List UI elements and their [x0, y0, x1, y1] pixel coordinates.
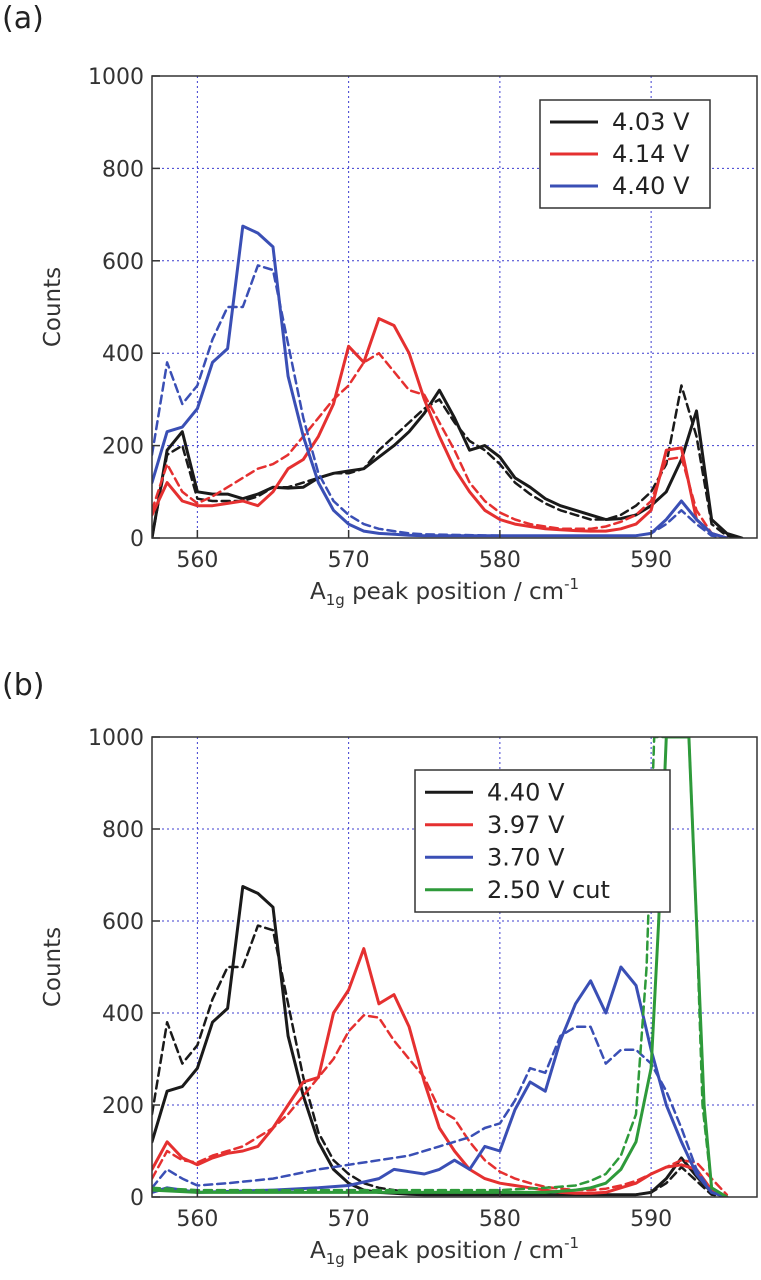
panel-a-label: (a) [2, 1, 44, 36]
legend: 4.03 V 4.14 V 4.40 V [539, 99, 711, 209]
legend-entry: 2.50 V cut [487, 876, 610, 904]
y-tick-label: 1000 [88, 726, 144, 751]
y-tick-label: 0 [130, 1186, 144, 1211]
y-tick-label: 1000 [88, 65, 144, 90]
x-tick-label: 560 [176, 548, 218, 573]
series-line-4-40-v-solid [152, 885, 729, 1197]
plot-frame [151, 75, 758, 539]
legend-entry: 3.70 V [487, 843, 565, 871]
legend-entry: 4.14 V [612, 140, 690, 168]
series-line-3-97-v-dashed [152, 1014, 729, 1196]
series-line-3-97-v-solid [152, 947, 729, 1197]
y-tick-label: 200 [102, 435, 144, 460]
series-line-4-40-v-dashed [152, 264, 729, 538]
y-tick-label: 600 [102, 250, 144, 275]
legend-entry: 4.03 V [612, 108, 690, 136]
y-axis-label: Counts [40, 927, 66, 1007]
y-tick-label: 400 [102, 342, 144, 367]
series-line-4-03-v-dashed [152, 384, 744, 538]
x-tick-label: 580 [479, 1207, 521, 1232]
x-tick-label: 560 [176, 1207, 218, 1232]
y-axis-label: Counts [40, 267, 66, 347]
series-line-4-40-v-dashed [152, 924, 729, 1197]
x-axis-label: A1g peak position / cm-1 [310, 575, 579, 609]
panel-a-chart: (a) 560 570 580 590 0 200 400 600 800 1000 A1g pea… [2, 1, 758, 609]
series-line-4-14-v-dashed [152, 351, 729, 538]
x-tick-label: 570 [328, 548, 370, 573]
series-line-3-70-v-dashed [152, 1025, 729, 1197]
series-line-4-03-v-solid [152, 388, 744, 538]
x-axis-label: A1g peak position / cm-1 [310, 1234, 579, 1268]
series-line-4-14-v-solid [152, 317, 729, 538]
legend-entry: 3.97 V [487, 811, 565, 839]
y-tick-label: 400 [102, 1002, 144, 1027]
y-tick-label: 0 [130, 527, 144, 552]
y-tick-label: 800 [102, 818, 144, 843]
x-tick-label: 590 [630, 548, 672, 573]
legend: 4.40 V 3.97 V 3.70 V 2.50 V cut [414, 769, 671, 913]
series-line-3-70-v-solid [152, 965, 729, 1197]
panel-b-label: (b) [2, 668, 44, 703]
legend-entry: 4.40 V [612, 172, 690, 200]
x-tick-label: 580 [479, 548, 521, 573]
y-tick-label: 200 [102, 1094, 144, 1119]
plot-frame [151, 736, 758, 1198]
x-tick-label: 570 [328, 1207, 370, 1232]
series-line-2-50-v-cut-solid [152, 737, 729, 1197]
series-line-4-40-v-solid [152, 224, 729, 538]
panel-b-chart: (b) 560 570 580 590 0 200 400 600 800 1000 A1g pea… [2, 668, 758, 1268]
x-tick-label: 590 [630, 1207, 672, 1232]
legend-entry: 4.40 V [487, 778, 565, 806]
y-tick-label: 600 [102, 910, 144, 935]
y-tick-label: 800 [102, 157, 144, 182]
